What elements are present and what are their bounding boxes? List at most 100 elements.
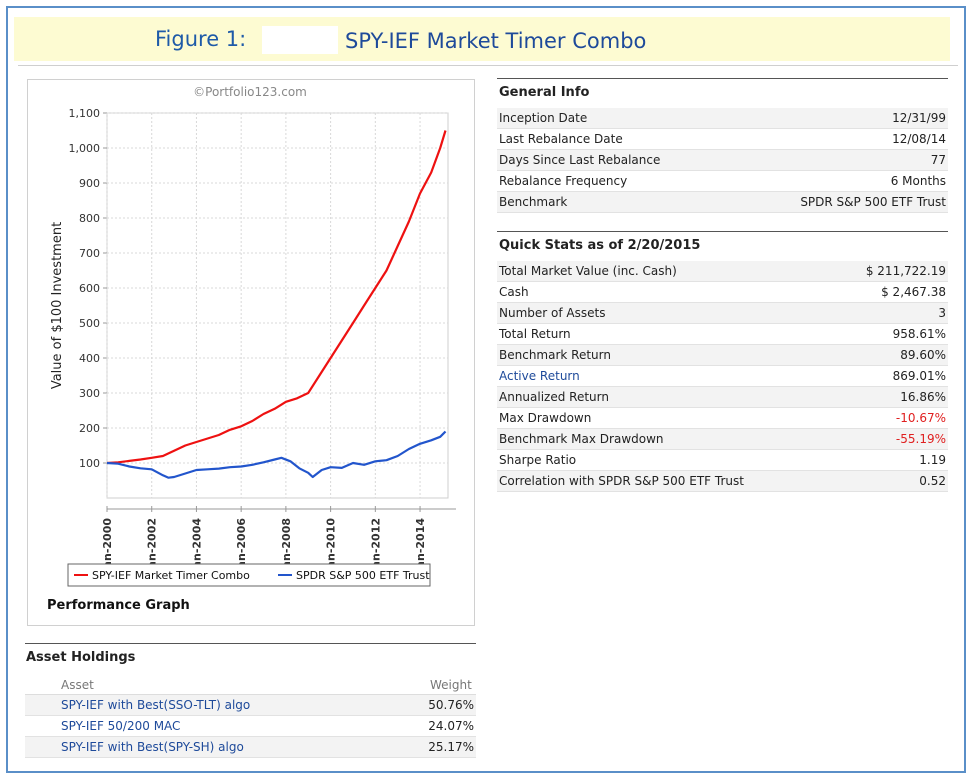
y-tick-label: 900 [79, 177, 100, 190]
general-info-row: Last Rebalance Date 12/08/14 [497, 129, 948, 150]
quick-stats-label: Cash [499, 285, 529, 299]
asset-holding-label[interactable]: SPY-IEF 50/200 MAC [61, 719, 181, 733]
general-info-label: Days Since Last Rebalance [499, 153, 661, 167]
x-tick-label: Jan-2012 [369, 518, 382, 574]
x-tick-label: Jan-2010 [325, 518, 338, 574]
chart-watermark: ©Portfolio123.com [193, 85, 307, 99]
general-info-value: 12/31/99 [892, 111, 946, 125]
quick-stats-label: Max Drawdown [499, 411, 592, 425]
y-tick-label: 600 [79, 282, 100, 295]
quick-stats-value: 958.61% [892, 327, 946, 341]
quick-stats-row: Total Market Value (inc. Cash) $ 211,722.… [497, 261, 948, 282]
series-line-benchmark [106, 430, 447, 479]
x-tick-label: Jan-2002 [146, 518, 159, 574]
quick-stats-row: Number of Assets 3 [497, 303, 948, 324]
plot-area [106, 112, 449, 499]
quick-stats-value: 869.01% [892, 369, 946, 383]
y-axis-label: Value of $100 Investment [50, 222, 65, 389]
general-info-title: General Info [499, 85, 590, 100]
y-tick-label: 300 [79, 387, 100, 400]
quick-stats-row: Active Return 869.01% [497, 366, 948, 387]
x-tick-label: Jan-2014 [414, 518, 427, 574]
general-info-value: SPDR S&P 500 ETF Trust [800, 195, 946, 209]
asset-holding-label[interactable]: SPY-IEF with Best(SSO-TLT) algo [61, 698, 251, 712]
quick-stats-label: Correlation with SPDR S&P 500 ETF Trust [499, 474, 744, 488]
general-info-row: Benchmark SPDR S&P 500 ETF Trust [497, 192, 948, 213]
asset-holding-row: SPY-IEF with Best(SPY-SH) algo 25.17% [25, 737, 476, 758]
figure-number: Figure 1: [155, 27, 247, 51]
x-tick-label: Jan-2008 [280, 518, 293, 574]
asset-holdings-title: Asset Holdings [26, 650, 136, 665]
general-info-row: Days Since Last Rebalance 77 [497, 150, 948, 171]
quick-stats-row: Total Return 958.61% [497, 324, 948, 345]
quick-stats-row: Cash $ 2,467.38 [497, 282, 948, 303]
legend-entry: SPY-IEF Market Timer Combo [92, 569, 250, 582]
performance-chart: ©Portfolio123.com 100 200 300 400 500 600 700 80… [50, 85, 456, 587]
figure-blank-patch [262, 26, 338, 54]
banner-divider [18, 65, 958, 66]
figure-title: SPY-IEF Market Timer Combo [345, 29, 647, 53]
y-tick-label: 100 [79, 457, 100, 470]
asset-holding-label[interactable]: SPY-IEF with Best(SPY-SH) algo [61, 740, 244, 754]
general-info-value: 12/08/14 [892, 132, 946, 146]
asset-holdings-rule [25, 643, 476, 644]
asset-holding-value: 25.17% [428, 740, 474, 754]
x-tick-label: Jan-2004 [190, 518, 203, 574]
figure-banner [14, 17, 950, 61]
chart-legend [67, 563, 431, 587]
series-line-market-timer [106, 130, 447, 465]
quick-stats-title: Quick Stats as of 2/20/2015 [499, 238, 701, 253]
quick-stats-row: Annualized Return 16.86% [497, 387, 948, 408]
y-tick-label: 700 [79, 247, 100, 260]
quick-stats-row: Benchmark Return 89.60% [497, 345, 948, 366]
quick-stats-label: Number of Assets [499, 306, 606, 320]
general-info-row: Inception Date 12/31/99 [497, 108, 948, 129]
y-tick-label: 400 [79, 352, 100, 365]
quick-stats-row: Max Drawdown -10.67% [497, 408, 948, 429]
general-info-label: Rebalance Frequency [499, 174, 628, 188]
quick-stats-value: -55.19% [895, 432, 946, 446]
x-tick-label: Jan-2006 [235, 518, 248, 574]
quick-stats-label: Sharpe Ratio [499, 453, 577, 467]
asset-holding-row: SPY-IEF 50/200 MAC 24.07% [25, 716, 476, 737]
quick-stats-rule [497, 231, 948, 232]
asset-column-header: Asset [61, 678, 94, 692]
quick-stats-label: Annualized Return [499, 390, 609, 404]
y-tick-label: 500 [79, 317, 100, 330]
general-info-label: Inception Date [499, 111, 588, 125]
y-tick-label: 200 [79, 422, 100, 435]
general-info-label: Benchmark [499, 195, 568, 209]
performance-graph-label: Performance Graph [47, 598, 190, 613]
quick-stats-label: Benchmark Max Drawdown [499, 432, 664, 446]
general-info-value: 77 [930, 153, 946, 167]
holdings-header-rule [25, 694, 476, 695]
y-tick-label: 1,000 [69, 142, 101, 155]
weight-column-header: Weight [430, 678, 472, 692]
quick-stats-value: -10.67% [895, 411, 946, 425]
x-tick-label: Jan-2000 [101, 518, 114, 574]
quick-stats-value: 16.86% [900, 390, 946, 404]
performance-chart-panel: ©Portfolio123.com 100 200 300 400 500 600 700 80… [27, 79, 475, 626]
quick-stats-label: Total Return [499, 327, 571, 341]
asset-holding-value: 24.07% [428, 719, 474, 733]
general-info-value: 6 Months [890, 174, 946, 188]
legend-entry: SPDR S&P 500 ETF Trust [296, 569, 430, 582]
general-info-row: Rebalance Frequency 6 Months [497, 171, 948, 192]
quick-stats-row: Sharpe Ratio 1.19 [497, 450, 948, 471]
quick-stats-label[interactable]: Active Return [499, 369, 580, 383]
quick-stats-label: Total Market Value (inc. Cash) [499, 264, 677, 278]
asset-holding-row: SPY-IEF with Best(SSO-TLT) algo 50.76% [25, 695, 476, 716]
quick-stats-row: Correlation with SPDR S&P 500 ETF Trust 0… [497, 471, 948, 492]
quick-stats-value: $ 2,467.38 [881, 285, 946, 299]
general-info-label: Last Rebalance Date [499, 132, 623, 146]
general-info-rule [497, 78, 948, 79]
quick-stats-value: 0.52 [919, 474, 946, 488]
quick-stats-row: Benchmark Max Drawdown -55.19% [497, 429, 948, 450]
quick-stats-value: $ 211,722.19 [865, 264, 946, 278]
quick-stats-value: 3 [938, 306, 946, 320]
quick-stats-value: 89.60% [900, 348, 946, 362]
asset-holding-value: 50.76% [428, 698, 474, 712]
y-tick-label: 1,100 [69, 107, 101, 120]
y-tick-label: 800 [79, 212, 100, 225]
quick-stats-label: Benchmark Return [499, 348, 611, 362]
